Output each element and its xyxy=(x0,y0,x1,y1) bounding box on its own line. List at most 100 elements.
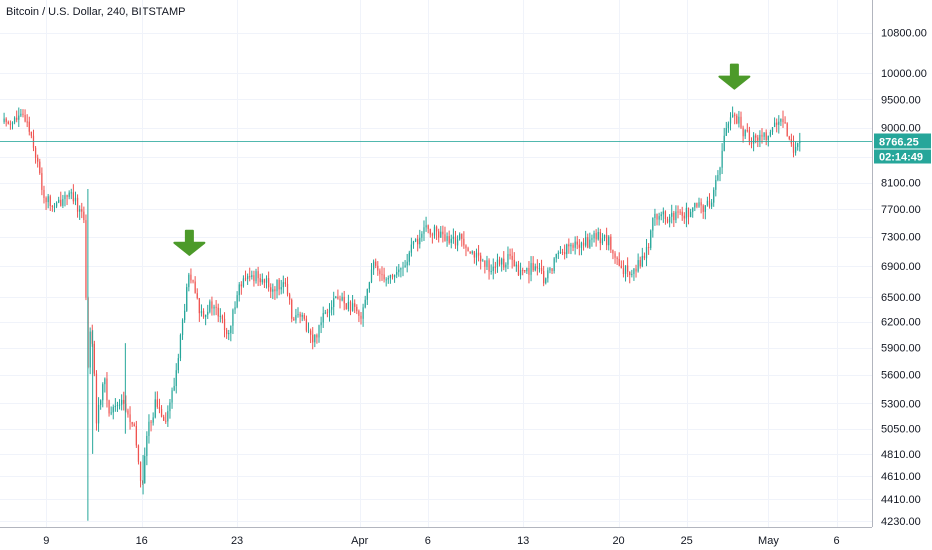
candle-body xyxy=(396,272,398,275)
candle-body xyxy=(284,282,287,285)
candle-body xyxy=(540,268,543,271)
candle-body xyxy=(389,274,392,279)
last-price-value: 8766.25 xyxy=(879,137,919,149)
candle-body xyxy=(685,207,688,219)
candle-body xyxy=(482,260,484,262)
candle-body xyxy=(230,325,232,334)
candle-body xyxy=(211,301,213,309)
candle-body xyxy=(465,245,467,249)
candle-body xyxy=(799,141,801,144)
candle-body xyxy=(652,218,654,231)
candle-body xyxy=(532,263,534,271)
candle-body xyxy=(11,122,14,125)
candle-body xyxy=(620,265,622,269)
price-tick-label: 7300.00 xyxy=(881,232,921,244)
candle-body xyxy=(381,274,383,276)
candle-body xyxy=(729,117,732,124)
candle-body xyxy=(467,248,469,252)
price-tick-label: 9500.00 xyxy=(881,94,921,106)
candle-body xyxy=(450,238,452,243)
candle-body xyxy=(362,307,364,319)
candle-body xyxy=(568,244,570,247)
candle-body xyxy=(288,294,291,300)
candle-body xyxy=(194,281,196,294)
candle-body xyxy=(639,260,641,267)
candle-body xyxy=(74,197,77,202)
candle-body xyxy=(123,399,125,404)
candle-body xyxy=(677,211,679,213)
candle-body xyxy=(717,175,719,180)
candle-body xyxy=(574,241,576,248)
candle-body xyxy=(767,135,769,140)
candle-body xyxy=(503,258,505,268)
candle-body xyxy=(528,267,530,275)
candle-body xyxy=(28,121,30,132)
candle-body xyxy=(234,307,236,310)
candle-body xyxy=(408,252,410,262)
time-tick-label: 9 xyxy=(43,535,49,547)
candle-body xyxy=(635,268,637,272)
candle-body xyxy=(452,236,455,239)
candle-body xyxy=(221,315,224,319)
candle-body xyxy=(708,200,711,207)
candle-body xyxy=(97,404,100,424)
candle-body xyxy=(603,235,606,239)
time-tick-label: 23 xyxy=(231,535,243,547)
candle-body xyxy=(740,116,742,128)
candle-body xyxy=(349,301,352,311)
candle-body xyxy=(100,400,102,405)
candle-body xyxy=(47,196,49,203)
candle-body xyxy=(184,310,186,320)
candle-body xyxy=(328,309,331,313)
candle-body xyxy=(698,202,700,207)
candle-body xyxy=(792,143,795,153)
candle-body xyxy=(736,115,738,124)
price-tick-label: 5600.00 xyxy=(881,370,921,382)
candle-body xyxy=(666,218,669,223)
candle-body xyxy=(616,257,618,259)
price-tick-label: 8100.00 xyxy=(881,178,921,190)
candle-body xyxy=(333,298,335,307)
candle-body xyxy=(18,115,20,120)
price-tick-label: 6900.00 xyxy=(881,261,921,273)
candle-body xyxy=(599,231,601,244)
candle-body xyxy=(228,333,230,335)
candle-body xyxy=(763,132,765,137)
candle-body xyxy=(146,435,148,457)
candle-body xyxy=(129,414,131,422)
candle-body xyxy=(368,282,371,290)
candle-body xyxy=(738,116,740,124)
candle-body xyxy=(37,157,39,162)
candle-body xyxy=(133,424,135,427)
candle-body xyxy=(375,261,377,266)
candle-body xyxy=(5,118,7,122)
candle-body xyxy=(461,233,463,239)
candle-body xyxy=(186,287,188,311)
candle-body xyxy=(81,209,83,212)
candle-body xyxy=(773,122,776,128)
candle-body xyxy=(780,118,782,122)
candle-body xyxy=(339,298,341,301)
candle-body xyxy=(788,136,790,140)
candle-body xyxy=(66,195,68,197)
candle-body xyxy=(62,199,64,206)
candle-body xyxy=(689,211,692,218)
candle-body xyxy=(700,202,702,206)
candle-body xyxy=(379,270,381,275)
price-tick-label: 4410.00 xyxy=(881,494,921,506)
candle-body xyxy=(511,255,513,260)
candle-body xyxy=(240,284,242,287)
candle-body xyxy=(610,236,612,250)
candle-body xyxy=(597,231,599,240)
candle-body xyxy=(551,268,553,271)
candle-body xyxy=(496,259,499,268)
candle-body xyxy=(589,239,591,248)
candle-body xyxy=(309,330,312,335)
candle-body xyxy=(782,118,784,123)
candle-body xyxy=(438,231,440,238)
candle-body xyxy=(755,135,757,138)
candle-body xyxy=(209,301,211,312)
candle-body xyxy=(776,122,778,125)
price-tick-label: 9000.00 xyxy=(881,123,921,135)
